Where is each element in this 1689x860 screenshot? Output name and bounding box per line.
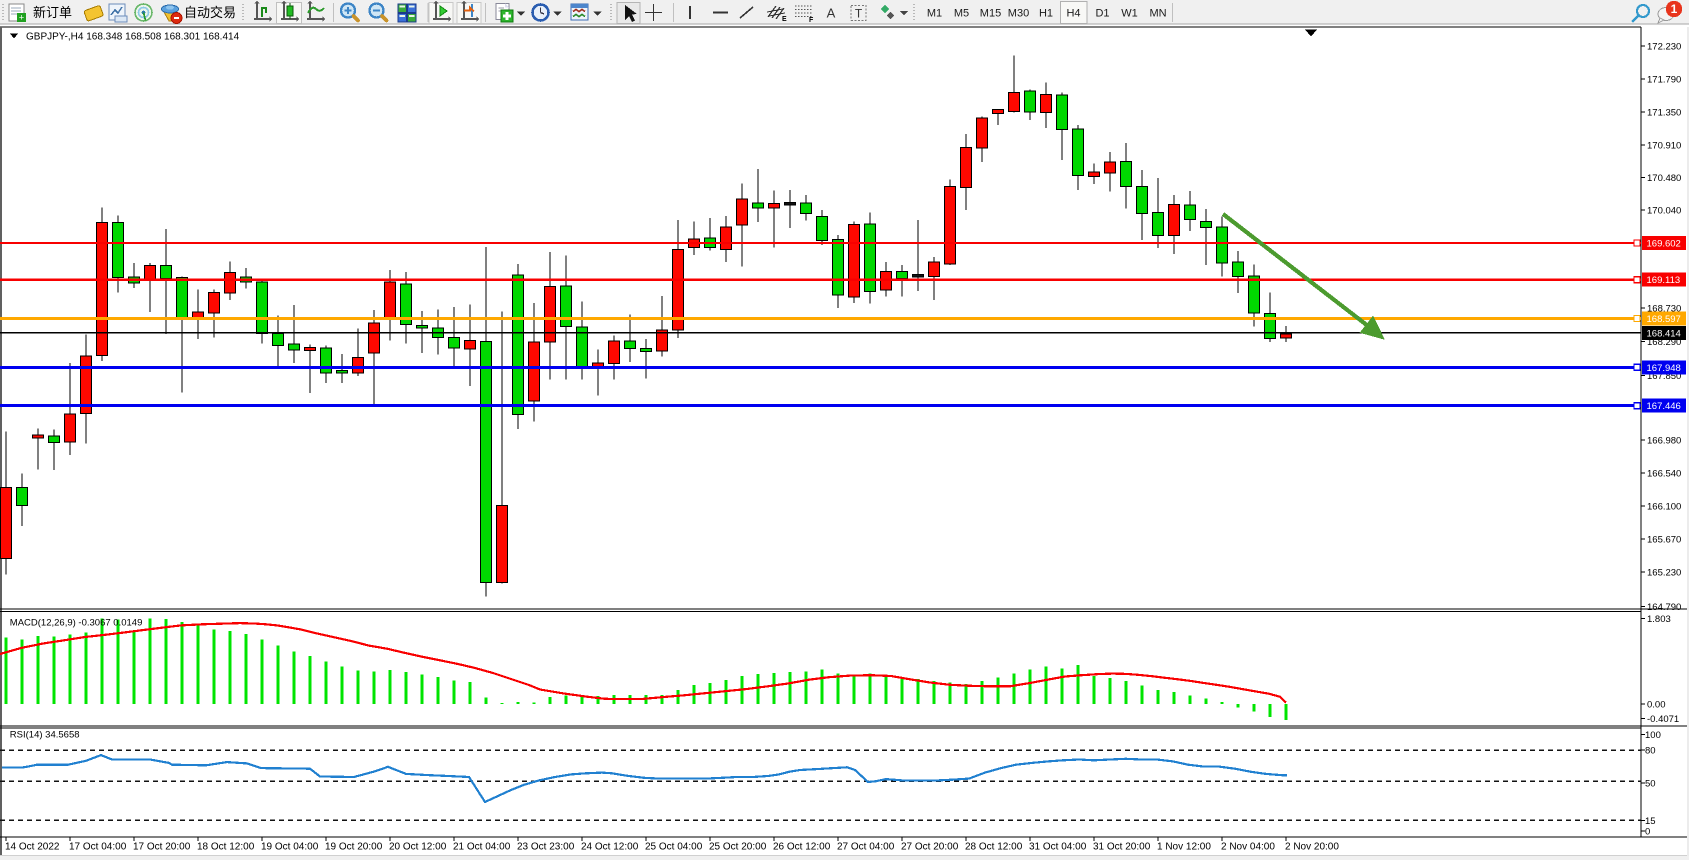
svg-text:23 Oct 23:00: 23 Oct 23:00	[517, 842, 575, 853]
svg-text:A: A	[827, 6, 836, 21]
svg-text:25 Oct 04:00: 25 Oct 04:00	[645, 842, 703, 853]
svg-text:15: 15	[1645, 816, 1656, 827]
svg-text:19 Oct 20:00: 19 Oct 20:00	[325, 842, 383, 853]
svg-text:2 Nov 04:00: 2 Nov 04:00	[1221, 842, 1275, 853]
svg-text:166.100: 166.100	[1647, 502, 1681, 513]
svg-text:M30: M30	[1008, 8, 1029, 20]
svg-text:0: 0	[1645, 826, 1650, 837]
svg-text:166.980: 166.980	[1647, 436, 1681, 447]
svg-text:169.113: 169.113	[1647, 275, 1681, 286]
svg-text:171.790: 171.790	[1647, 75, 1681, 86]
svg-text:100: 100	[1645, 730, 1661, 741]
svg-text:169.602: 169.602	[1647, 239, 1681, 250]
svg-text:F: F	[809, 17, 814, 24]
svg-text:-0.4071: -0.4071	[1647, 714, 1679, 725]
svg-text:168.290: 168.290	[1647, 337, 1681, 348]
svg-text:27 Oct 20:00: 27 Oct 20:00	[901, 842, 959, 853]
svg-text:168.730: 168.730	[1647, 304, 1681, 315]
svg-text:168.597: 168.597	[1647, 314, 1681, 325]
svg-text:172.230: 172.230	[1647, 42, 1681, 53]
svg-text:E: E	[782, 16, 787, 23]
svg-text:26 Oct 12:00: 26 Oct 12:00	[773, 842, 831, 853]
svg-text:170.480: 170.480	[1647, 173, 1681, 184]
svg-text:31 Oct 20:00: 31 Oct 20:00	[1093, 842, 1151, 853]
svg-text:24 Oct 12:00: 24 Oct 12:00	[581, 842, 639, 853]
svg-text:1 Nov 12:00: 1 Nov 12:00	[1157, 842, 1211, 853]
svg-text:MN: MN	[1149, 8, 1166, 20]
svg-text:20 Oct 12:00: 20 Oct 12:00	[389, 842, 447, 853]
svg-text:M5: M5	[954, 8, 969, 20]
svg-text:50: 50	[1645, 779, 1656, 790]
svg-text:167.948: 167.948	[1647, 363, 1681, 374]
svg-text:17 Oct 04:00: 17 Oct 04:00	[69, 842, 127, 853]
svg-text:25 Oct 20:00: 25 Oct 20:00	[709, 842, 767, 853]
svg-text:T: T	[855, 7, 863, 21]
svg-text:19 Oct 04:00: 19 Oct 04:00	[261, 842, 319, 853]
svg-text:RSI(14) 34.5658: RSI(14) 34.5658	[10, 730, 80, 741]
svg-text:164.790: 164.790	[1647, 602, 1681, 613]
svg-text:168.414: 168.414	[1647, 328, 1681, 339]
svg-text:M15: M15	[980, 8, 1001, 20]
svg-text:27 Oct 04:00: 27 Oct 04:00	[837, 842, 895, 853]
svg-text:D1: D1	[1095, 8, 1109, 20]
svg-text:H1: H1	[1039, 8, 1053, 20]
svg-text:171.350: 171.350	[1647, 108, 1681, 119]
svg-text:165.670: 165.670	[1647, 535, 1681, 546]
svg-text:H4: H4	[1066, 8, 1080, 20]
svg-text:2 Nov 20:00: 2 Nov 20:00	[1285, 842, 1339, 853]
svg-text:W1: W1	[1121, 8, 1138, 20]
svg-text:14 Oct 2022: 14 Oct 2022	[5, 842, 60, 853]
svg-text:MACD(12,26,9) -0.3067 0.0149: MACD(12,26,9) -0.3067 0.0149	[10, 618, 143, 629]
svg-text:166.540: 166.540	[1647, 469, 1681, 480]
svg-text:1: 1	[1671, 2, 1678, 16]
svg-text:18 Oct 12:00: 18 Oct 12:00	[197, 842, 255, 853]
svg-text:165.230: 165.230	[1647, 568, 1681, 579]
svg-text:17 Oct 20:00: 17 Oct 20:00	[133, 842, 191, 853]
svg-text:28 Oct 12:00: 28 Oct 12:00	[965, 842, 1023, 853]
svg-text:21 Oct 04:00: 21 Oct 04:00	[453, 842, 511, 853]
svg-text:80: 80	[1645, 746, 1656, 757]
svg-text:170.910: 170.910	[1647, 141, 1681, 152]
svg-text:167.446: 167.446	[1647, 401, 1681, 412]
svg-text:M1: M1	[927, 8, 942, 20]
svg-text:新订单: 新订单	[33, 5, 72, 20]
svg-text:+: +	[19, 13, 24, 23]
svg-text:1.803: 1.803	[1647, 614, 1671, 625]
svg-text:167.850: 167.850	[1647, 371, 1681, 382]
svg-text:GBPJPY-,H4 168.348 168.508 16: GBPJPY-,H4 168.348 168.508 168.301 168.4…	[26, 32, 240, 43]
svg-text:170.040: 170.040	[1647, 206, 1681, 217]
svg-text:31 Oct 04:00: 31 Oct 04:00	[1029, 842, 1087, 853]
svg-text:0.00: 0.00	[1647, 700, 1666, 711]
svg-text:自动交易: 自动交易	[184, 5, 236, 20]
